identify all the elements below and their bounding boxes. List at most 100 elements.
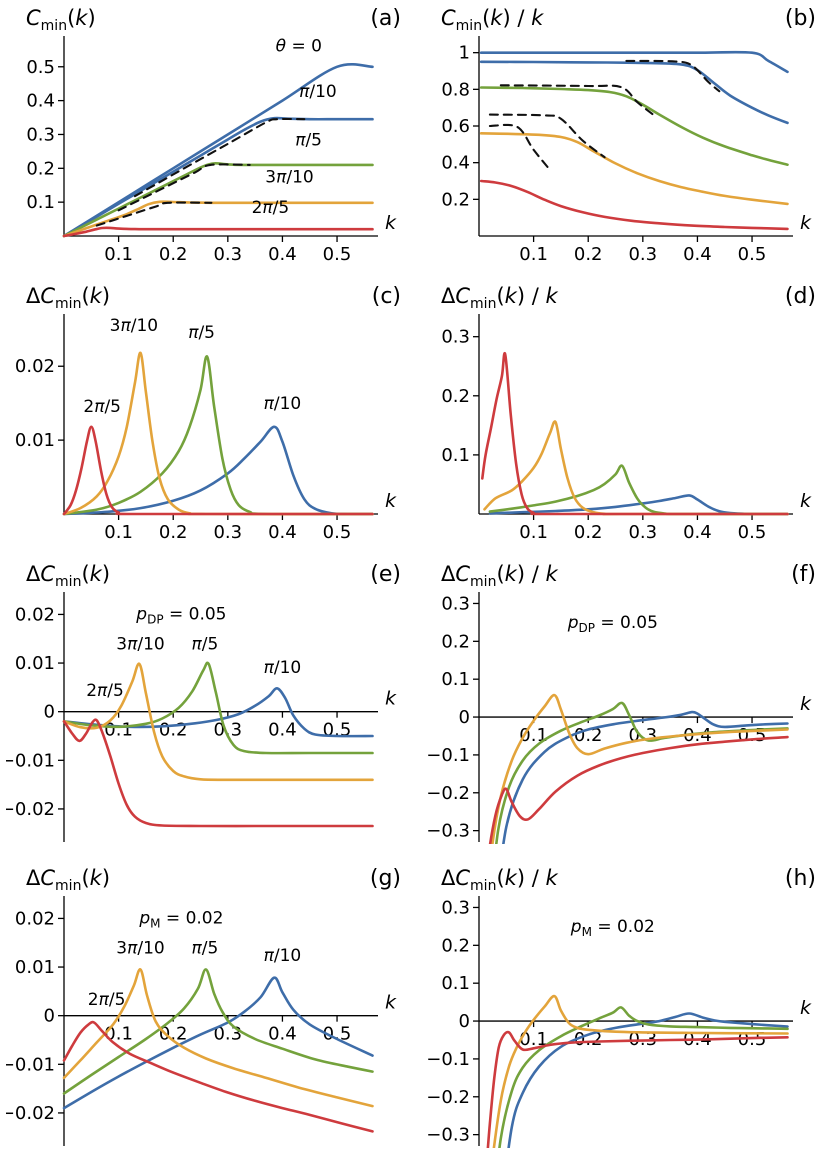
curve-pi-5 (62, 661, 374, 755)
y-tick-label: 0.02 (15, 356, 55, 377)
y-tick-label: −0.2 (426, 1087, 470, 1108)
panel-b-title: Cmin(k) / k (441, 6, 544, 35)
panel-f-letter: (f) (791, 562, 816, 587)
panel-e-letter: (e) (370, 562, 401, 587)
y-tick-label: 0 (44, 1006, 55, 1027)
curve-annotation: pM = 0.02 (570, 917, 655, 939)
curve-annotation: π/10 (264, 658, 302, 678)
y-tick-label: −0.1 (426, 745, 470, 766)
panel-g: ΔCmin(k) (g) 0.1 0.2 0.3 0.4 0.5 −0.02 −0.01 0 0.0… (0, 860, 415, 1164)
curve-annotation: 3π/10 (116, 634, 164, 654)
panel-g-title: ΔCmin(k) (26, 866, 111, 895)
curve-pi-5 (62, 355, 374, 516)
axes (58, 36, 378, 242)
curve-annotation: pDP = 0.05 (567, 613, 658, 635)
dashed-approx-pi-10 (133, 117, 306, 198)
panel-e: ΔCmin(k) (e) 0.1 0.2 0.3 0.4 0.5 −0.02 −0.01 0 0.0… (0, 556, 415, 860)
curve-annotation: θ = 0 (276, 37, 322, 57)
panel-d-plot: 0.1 0.2 0.3 0.4 0.5 0.1 0.2 0.3 k (441, 314, 812, 543)
curve-annotation: pM = 0.02 (138, 908, 223, 930)
curve-annotation: pDP = 0.05 (135, 604, 226, 626)
curves (62, 968, 374, 1133)
curve-2pi-5 (62, 1020, 374, 1133)
y-tick-label: 1 (459, 43, 470, 64)
y-tick-label: 0.2 (441, 935, 470, 956)
curve-theta-0 (62, 63, 374, 238)
curve-annotation: 2π/5 (83, 397, 121, 417)
y-tick-label: 0.4 (441, 153, 470, 174)
y-tick-label: 0.4 (26, 91, 55, 112)
curve-pi-10 (507, 1012, 789, 1148)
y-tick-label: −0.02 (6, 799, 55, 820)
x-tick-label: 0.4 (683, 725, 712, 746)
y-tick-label: 0.02 (15, 604, 55, 625)
curve-theta-0 (479, 50, 789, 74)
panel-h-title: ΔCmin(k) / k (441, 866, 558, 895)
y-tick-label: −0.02 (6, 1103, 55, 1124)
curve-3pi-10 (479, 132, 789, 206)
curves (62, 661, 374, 828)
curve-2pi-5 (479, 179, 789, 231)
x-tick-label: 0.3 (213, 244, 242, 265)
panel-b: Cmin(k) / k (b) 0.1 0.2 0.3 0.4 0.5 0.2 0.4 0.6 0.… (415, 0, 830, 278)
axes (58, 592, 378, 842)
x-tick-label: 0.4 (683, 244, 712, 265)
x-axis-label: k (800, 997, 812, 1019)
x-axis-label: k (385, 688, 397, 710)
x-tick-label: 0.2 (574, 725, 603, 746)
curve-3pi-10 (492, 994, 789, 1148)
axes (473, 36, 793, 242)
curves (479, 50, 789, 231)
panel-d-letter: (d) (784, 284, 816, 309)
x-tick-label: 0.2 (574, 244, 603, 265)
panel-e-title: ΔCmin(k) (26, 562, 111, 591)
x-tick-label: 0.2 (574, 1029, 603, 1050)
curve-pi-5 (488, 464, 789, 516)
curve-pi-5 (479, 86, 789, 166)
y-tick-label: 0.3 (26, 125, 55, 146)
curve-annotation: π/10 (299, 82, 337, 102)
curve-pi-10 (62, 976, 374, 1110)
x-axis-label: k (800, 212, 812, 234)
x-tick-label: 0.4 (683, 522, 712, 543)
y-tick-label: 0.01 (15, 430, 55, 451)
x-tick-label: 0.3 (213, 522, 242, 543)
panel-c-letter: (c) (371, 284, 401, 309)
x-axis-label: k (800, 490, 812, 512)
panel-a-plot: 0.1 0.2 0.3 0.4 0.5 0.1 0.2 0.3 0.4 0.5 θ = 0 π/10 π… (26, 36, 397, 265)
curves (486, 994, 789, 1148)
curve-pi-5 (62, 968, 374, 1095)
curve-pi-10 (62, 687, 374, 738)
y-tick-label: 0.3 (441, 327, 470, 348)
x-tick-label: 0.2 (574, 522, 603, 543)
x-tick-label: 0.3 (628, 725, 657, 746)
dashed-approx-2pi-5 (488, 123, 552, 172)
dashed-approx-3pi-10 (95, 201, 213, 227)
dashed-approx-pi-5 (499, 84, 655, 117)
panel-c: ΔCmin(k) (c) 0.1 0.2 0.3 0.4 0.5 0.01 0.02 3π/10 π… (0, 278, 415, 556)
y-tick-label: −0.1 (426, 1049, 470, 1070)
dashed-approx-pi-5 (117, 163, 251, 212)
curve-annotation: 2π/5 (88, 990, 126, 1010)
y-tick-label: 0.2 (441, 631, 470, 652)
panel-d: ΔCmin(k) / k (d) 0.1 0.2 0.3 0.4 0.5 0.1 0.2 0.3 k (415, 278, 830, 556)
x-axis-label: k (800, 693, 812, 715)
x-axis-label: k (385, 490, 397, 512)
y-tick-label: 0.5 (26, 57, 55, 78)
x-tick-label: 0.5 (323, 244, 352, 265)
x-tick-label: 0.3 (213, 720, 242, 741)
x-tick-label: 0.5 (738, 522, 767, 543)
panel-h-plot: 0.1 0.2 0.3 0.4 0.5−0.3−0.2−0.100.10.20.3pM … (426, 896, 812, 1148)
x-tick-label: 0.2 (159, 522, 188, 543)
y-tick-label: 0 (459, 707, 470, 728)
x-tick-label: 0.5 (738, 244, 767, 265)
y-tick-label: 0.1 (441, 973, 470, 994)
axes (58, 896, 378, 1146)
curves (62, 351, 374, 516)
panel-b-letter: (b) (784, 6, 816, 31)
panel-g-letter: (g) (369, 866, 401, 891)
x-tick-label: 0.5 (323, 522, 352, 543)
curve-annotation: 2π/5 (86, 681, 124, 701)
